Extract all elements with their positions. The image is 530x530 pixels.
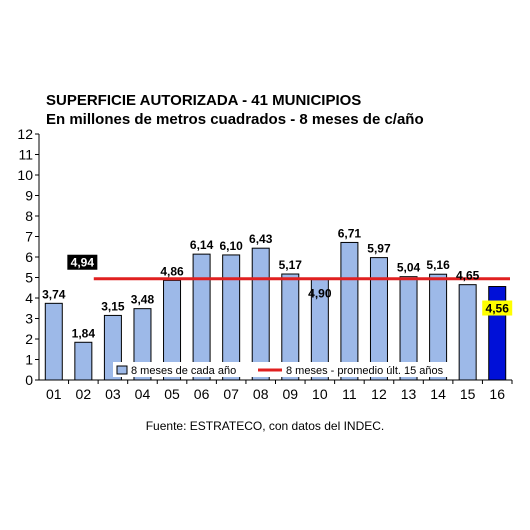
y-tick-label: 8 — [25, 208, 33, 224]
y-tick-label: 2 — [25, 331, 33, 347]
bar — [163, 279, 182, 381]
y-tick-label: 4 — [25, 290, 33, 306]
average-label: 4,94 — [71, 256, 95, 270]
bar — [340, 241, 359, 381]
y-tick-label: 1 — [25, 352, 33, 368]
last-value-label-box — [482, 300, 513, 316]
x-tick-label: 10 — [312, 386, 328, 402]
x-tick-label: 09 — [282, 386, 298, 402]
data-label: 5,16 — [426, 258, 450, 272]
data-label: 6,43 — [249, 232, 273, 246]
y-tick-label: 3 — [25, 311, 33, 327]
data-label: 5,04 — [397, 261, 421, 275]
legend-label-average: 8 meses - promedio últ. 15 años — [286, 365, 444, 377]
x-tick-label: 15 — [460, 386, 476, 402]
y-tick-label: 7 — [25, 229, 33, 245]
x-tick-label: 04 — [135, 386, 151, 402]
x-tick-label: 06 — [194, 386, 210, 402]
data-label: 6,10 — [219, 239, 243, 253]
average-label-box — [67, 254, 98, 270]
bar — [369, 257, 388, 381]
x-tick-label: 14 — [430, 386, 446, 402]
data-label: 5,97 — [367, 242, 391, 256]
y-tick-label: 6 — [25, 249, 33, 265]
bar — [192, 253, 211, 381]
y-tick-label: 11 — [18, 147, 33, 163]
x-tick-label: 13 — [401, 386, 417, 402]
bar — [281, 273, 300, 381]
bar — [251, 247, 270, 381]
bar — [222, 254, 241, 381]
chart-subtitle: En millones de metros cuadrados - 8 mese… — [46, 111, 424, 128]
x-tick-label: 11 — [342, 386, 357, 402]
x-tick-label: 12 — [371, 386, 387, 402]
data-label: 4,56 — [486, 302, 510, 316]
y-tick-label: 12 — [17, 126, 33, 142]
data-label: 4,90 — [308, 287, 332, 301]
y-tick-label: 9 — [25, 188, 33, 204]
bar — [429, 273, 448, 381]
y-tick-label: 5 — [25, 270, 33, 286]
x-tick-label: 03 — [105, 386, 121, 402]
x-tick-label: 08 — [253, 386, 269, 402]
legend-label-bars: 8 meses de cada año — [131, 365, 236, 377]
y-tick-label: 10 — [17, 167, 33, 183]
y-tick-label: 0 — [25, 372, 33, 388]
data-label: 5,17 — [279, 258, 303, 272]
bar — [44, 302, 63, 381]
data-label: 4,65 — [456, 269, 480, 283]
data-label: 3,48 — [131, 293, 155, 307]
bar — [399, 276, 418, 381]
data-label: 1,84 — [72, 326, 96, 340]
chart-source-note: Fuente: ESTRATECO, con datos del INDEC. — [145, 419, 385, 433]
data-label: 6,71 — [338, 226, 362, 240]
data-label: 6,14 — [190, 238, 214, 252]
x-tick-label: 01 — [46, 386, 62, 402]
x-tick-label: 05 — [164, 386, 180, 402]
x-tick-label: 02 — [76, 386, 92, 402]
data-label: 3,15 — [101, 299, 125, 313]
x-tick-label: 07 — [223, 386, 239, 402]
legend-swatch-bars — [116, 365, 128, 375]
chart-title: SUPERFICIE AUTORIZADA - 41 MUNICIPIOS — [46, 92, 362, 109]
bar — [74, 341, 93, 381]
data-label: 4,86 — [160, 264, 184, 278]
bar — [458, 284, 477, 381]
data-label: 3,74 — [42, 287, 66, 301]
x-tick-label: 16 — [489, 386, 505, 402]
